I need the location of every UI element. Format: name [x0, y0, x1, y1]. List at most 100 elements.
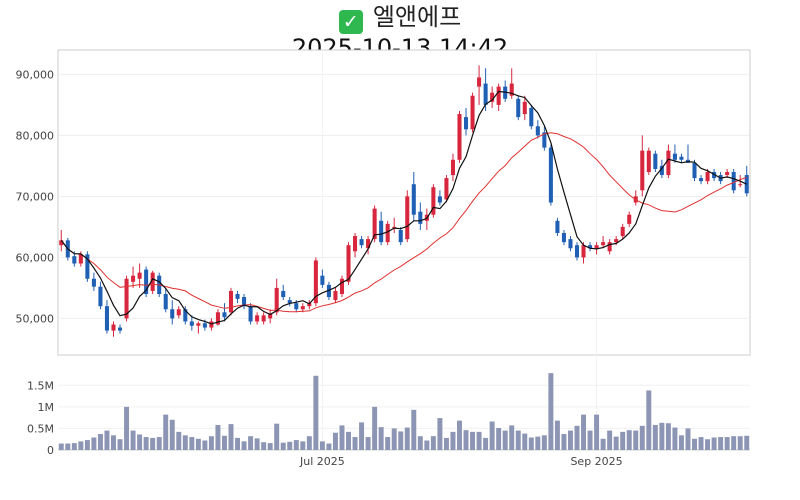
candle-body: [59, 240, 64, 246]
volume-bar: [659, 422, 665, 450]
volume-bar: [156, 437, 162, 450]
candle-body: [228, 290, 234, 313]
candle-body: [509, 83, 514, 96]
candle-body: [692, 162, 697, 179]
stock-name: 엘앤에프: [372, 3, 462, 31]
candle-body: [353, 236, 358, 252]
candle-body: [170, 309, 175, 319]
volume-bar: [195, 438, 201, 450]
candle-body: [457, 114, 462, 160]
price-tick-label: 80,000: [16, 129, 55, 142]
candle-body: [313, 260, 318, 304]
candle-body: [222, 312, 227, 318]
candle-body: [679, 156, 684, 160]
price-tick-label: 90,000: [16, 68, 55, 81]
volume-bar: [718, 437, 724, 450]
candle-body: [379, 220, 384, 243]
volume-bar: [613, 436, 619, 450]
volume-bar: [189, 437, 195, 450]
candle-body: [117, 327, 123, 331]
candle-body: [568, 239, 573, 249]
candle-body: [529, 107, 534, 127]
volume-bar: [535, 436, 541, 450]
volume-bar: [169, 419, 175, 450]
volume-bar: [130, 430, 136, 450]
volume-bar: [463, 430, 469, 450]
volume-bar: [182, 435, 188, 450]
candle-body: [561, 233, 566, 243]
volume-bar: [215, 424, 221, 450]
volume-bar: [737, 436, 743, 450]
volume-bar: [228, 424, 234, 450]
candle-body: [287, 300, 292, 304]
volume-bar: [652, 424, 658, 450]
volume-bar: [241, 441, 247, 450]
price-tick-label: 60,000: [16, 251, 55, 264]
candle-body: [542, 132, 547, 148]
volume-bar: [339, 425, 345, 450]
candle-body: [744, 175, 749, 194]
volume-bar: [744, 435, 750, 450]
volume-bar: [417, 436, 423, 450]
volume-bar: [287, 441, 293, 450]
volume-bar: [711, 437, 717, 450]
volume-bar: [352, 437, 358, 450]
candle-body: [594, 245, 599, 249]
candle-body: [444, 178, 449, 200]
chart-title: ✓ 엘앤에프: [0, 0, 800, 34]
volume-bar: [665, 423, 671, 450]
volume-bar: [698, 437, 704, 450]
volume-bar: [248, 436, 254, 450]
volume-bar: [235, 437, 241, 450]
volume-bar: [450, 431, 456, 450]
candle-body: [255, 315, 260, 322]
candle-body: [705, 172, 710, 182]
candle-body: [418, 211, 423, 224]
volume-bar: [724, 437, 730, 450]
volume-bar: [685, 428, 691, 450]
candle-body: [614, 239, 619, 243]
candle-body: [653, 153, 658, 169]
volume-bar: [489, 421, 495, 450]
volume-bar: [97, 434, 103, 450]
candle-body: [248, 306, 253, 322]
candle-body: [372, 208, 377, 240]
date-tick-label: Sep 2025: [570, 455, 622, 468]
volume-bar: [476, 431, 482, 450]
volume-tick-label: 0.5M: [27, 422, 54, 435]
candle-body: [699, 178, 704, 182]
candle-body: [91, 278, 96, 287]
volume-bar: [150, 437, 156, 450]
candle-body: [202, 323, 207, 328]
volume-bar: [254, 438, 260, 450]
volume-bar: [620, 431, 626, 450]
candle-body: [261, 315, 266, 322]
candle-body: [333, 290, 338, 301]
volume-bar: [274, 423, 280, 450]
volume-bar: [91, 437, 97, 450]
candle-body: [150, 272, 155, 291]
date-tick-label: Jul 2025: [299, 455, 345, 468]
volume-bar: [359, 422, 365, 450]
candle-body: [385, 223, 390, 243]
volume-bar: [306, 436, 312, 450]
candle-body: [738, 184, 743, 186]
candle-body: [98, 286, 103, 307]
candle-body: [483, 83, 488, 105]
volume-bar: [261, 442, 267, 450]
candle-body: [405, 196, 410, 240]
candle-body: [104, 306, 109, 331]
volume-bar: [411, 409, 417, 450]
volume-bar: [137, 434, 143, 450]
volume-bar: [554, 420, 560, 450]
candle-body: [607, 242, 612, 252]
candle-body: [366, 239, 371, 249]
volume-bar: [124, 406, 130, 450]
volume-bar: [443, 437, 449, 450]
candle-body: [242, 297, 247, 307]
check-icon: ✓: [338, 10, 363, 34]
candle-body: [294, 303, 299, 310]
volume-bar: [111, 435, 116, 450]
volume-bar: [457, 420, 462, 450]
